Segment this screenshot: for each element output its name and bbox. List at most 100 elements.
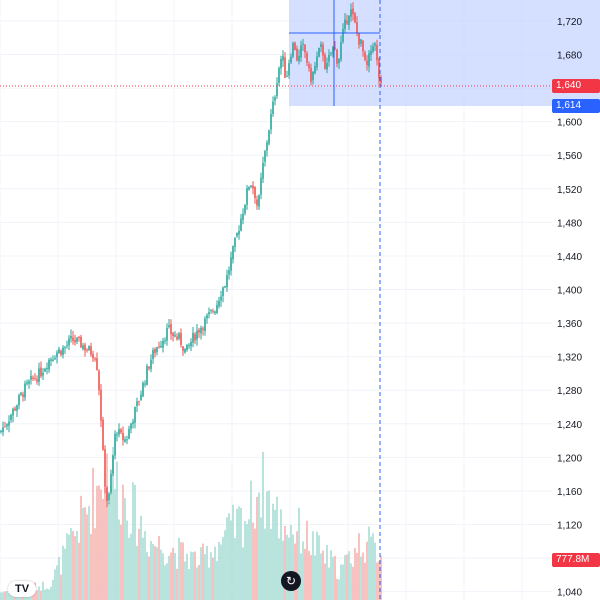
- candle-body: [56, 352, 58, 358]
- candle-body: [370, 50, 372, 55]
- volume-bar: [166, 563, 168, 600]
- candle-body: [224, 286, 226, 288]
- volume-bar: [50, 586, 52, 600]
- candle-body: [282, 55, 284, 61]
- candlesticks: [0, 2, 382, 508]
- candle-body: [156, 347, 158, 353]
- volume-bar: [62, 545, 64, 600]
- volume-bar: [152, 543, 154, 600]
- volume-bar: [140, 515, 142, 600]
- candle-body: [214, 311, 216, 314]
- volume-bar: [226, 517, 228, 600]
- volume-bar: [356, 552, 358, 600]
- candle-body: [2, 427, 4, 433]
- tradingview-logo[interactable]: TV: [8, 581, 36, 597]
- volume-bar: [80, 495, 82, 600]
- candle-body: [168, 325, 170, 328]
- candle-body: [58, 349, 60, 354]
- volume-bar: [110, 486, 112, 600]
- candle-body: [148, 366, 150, 369]
- volume-bar: [162, 553, 164, 600]
- candle-body: [70, 336, 72, 339]
- volume-bar: [174, 552, 176, 600]
- candle-body: [146, 366, 148, 385]
- candle-body: [10, 414, 12, 421]
- candle-body: [122, 433, 124, 441]
- volume-bar: [204, 554, 206, 600]
- candle-body: [76, 337, 78, 342]
- candle-body: [284, 57, 286, 78]
- candle-body: [90, 346, 92, 355]
- volume-bar: [142, 537, 144, 600]
- candle-body: [142, 382, 144, 397]
- candle-body: [34, 378, 36, 380]
- volume-bar: [332, 556, 334, 600]
- candle-body: [130, 423, 132, 430]
- candle-body: [118, 429, 120, 435]
- candle-body: [208, 312, 210, 315]
- volume-bar: [326, 545, 328, 600]
- volume-bar: [232, 504, 234, 600]
- volume-bar: [262, 451, 264, 600]
- candle-body: [86, 349, 88, 351]
- volume-value-label: 777.8M: [552, 553, 600, 567]
- candle-body: [150, 359, 152, 370]
- volume-bar: [178, 537, 180, 600]
- candle-body: [316, 56, 318, 68]
- volume-bar: [108, 502, 110, 600]
- candle-body: [200, 327, 202, 334]
- candle-body: [44, 368, 46, 372]
- volume-bar: [150, 541, 152, 600]
- volume-bar: [76, 531, 78, 600]
- candle-body: [64, 346, 66, 348]
- volume-bar: [72, 530, 74, 600]
- volume-bar: [112, 446, 114, 600]
- volume-bar: [284, 525, 286, 600]
- volume-bar: [256, 496, 258, 600]
- candle-body: [278, 68, 280, 83]
- candle-body: [12, 408, 14, 416]
- volume-bar: [196, 567, 198, 600]
- candle-body: [120, 429, 122, 433]
- volume-bar: [132, 482, 134, 600]
- candle-body: [310, 68, 312, 82]
- candle-body: [178, 333, 180, 339]
- volume-bar: [242, 547, 244, 600]
- volume-bar: [320, 553, 322, 600]
- candle-body: [176, 336, 178, 340]
- volume-bar: [324, 563, 326, 600]
- volume-bar: [36, 590, 38, 600]
- candle-body: [136, 401, 138, 406]
- candle-body: [50, 359, 52, 361]
- candle-body: [22, 394, 24, 397]
- candle-body: [172, 333, 174, 337]
- candle-body: [4, 426, 6, 428]
- price-tick-label: 1,320: [557, 353, 582, 364]
- candle-body: [36, 379, 38, 382]
- candle-body: [350, 9, 352, 17]
- volume-bar: [368, 526, 370, 600]
- candle-body: [82, 345, 84, 350]
- candle-body: [138, 401, 140, 403]
- reset-chart-button[interactable]: ↻: [281, 571, 301, 591]
- candle-body: [114, 433, 116, 456]
- volume-bar: [148, 556, 150, 600]
- candle-body: [286, 75, 288, 77]
- volume-bar: [254, 528, 256, 600]
- candle-body: [302, 43, 304, 45]
- volume-bar: [354, 547, 356, 600]
- price-tick-label: 1,160: [557, 487, 582, 498]
- volume-bar: [194, 551, 196, 600]
- candle-body: [290, 56, 292, 63]
- candle-body: [360, 39, 362, 44]
- candle-body: [158, 346, 160, 348]
- volume-bar: [94, 528, 96, 600]
- candle-body: [226, 275, 228, 288]
- price-tick-label: 1,440: [557, 252, 582, 263]
- candle-body: [88, 345, 90, 351]
- candle-body: [212, 311, 214, 313]
- price-tick-label: 1,360: [557, 319, 582, 330]
- candle-body: [24, 383, 26, 398]
